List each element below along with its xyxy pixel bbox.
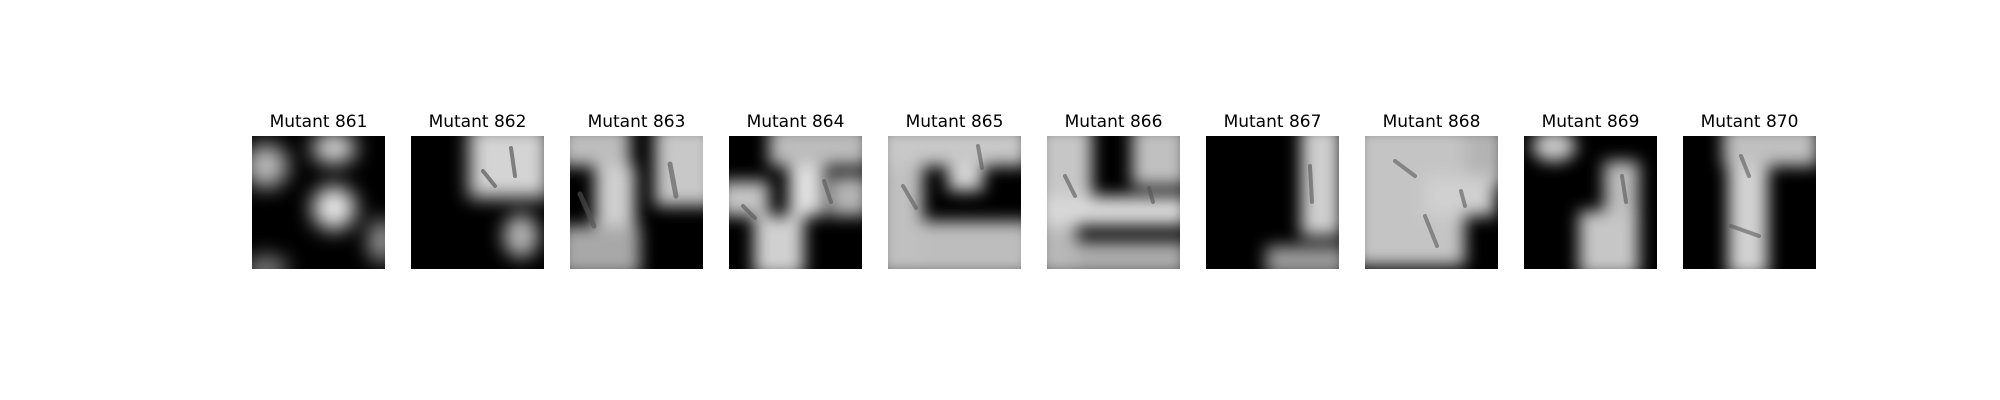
mutant-image [1365, 136, 1498, 269]
panel-title: Mutant 867 [1223, 112, 1322, 132]
panel-title: Mutant 870 [1700, 112, 1799, 132]
panel-mutant-868: Mutant 868 [1365, 112, 1498, 270]
mutant-image [1524, 136, 1657, 269]
mutant-image [1047, 136, 1180, 269]
panel-title: Mutant 868 [1382, 112, 1481, 132]
panel-mutant-864: Mutant 864 [729, 112, 862, 270]
panel-mutant-867: Mutant 867 [1206, 112, 1339, 270]
panel-mutant-863: Mutant 863 [570, 112, 703, 270]
panel-title: Mutant 865 [905, 112, 1004, 132]
panel-title: Mutant 863 [587, 112, 686, 132]
mutant-image [729, 136, 862, 269]
panel-mutant-861: Mutant 861 [252, 112, 385, 270]
panel-title: Mutant 862 [428, 112, 527, 132]
panel-mutant-869: Mutant 869 [1524, 112, 1657, 270]
panel-mutant-862: Mutant 862 [411, 112, 544, 270]
panel-mutant-865: Mutant 865 [888, 112, 1021, 270]
mutant-image [570, 136, 703, 269]
panel-title: Mutant 869 [1541, 112, 1640, 132]
mutant-image [252, 136, 385, 269]
mutant-image [1206, 136, 1339, 269]
mutant-image [1683, 136, 1816, 269]
panel-mutant-866: Mutant 866 [1047, 112, 1180, 270]
mutant-image [888, 136, 1021, 269]
panel-title: Mutant 861 [269, 112, 368, 132]
panel-title: Mutant 864 [746, 112, 845, 132]
panel-mutant-870: Mutant 870 [1683, 112, 1816, 270]
panel-title: Mutant 866 [1064, 112, 1163, 132]
mutant-image [411, 136, 544, 269]
